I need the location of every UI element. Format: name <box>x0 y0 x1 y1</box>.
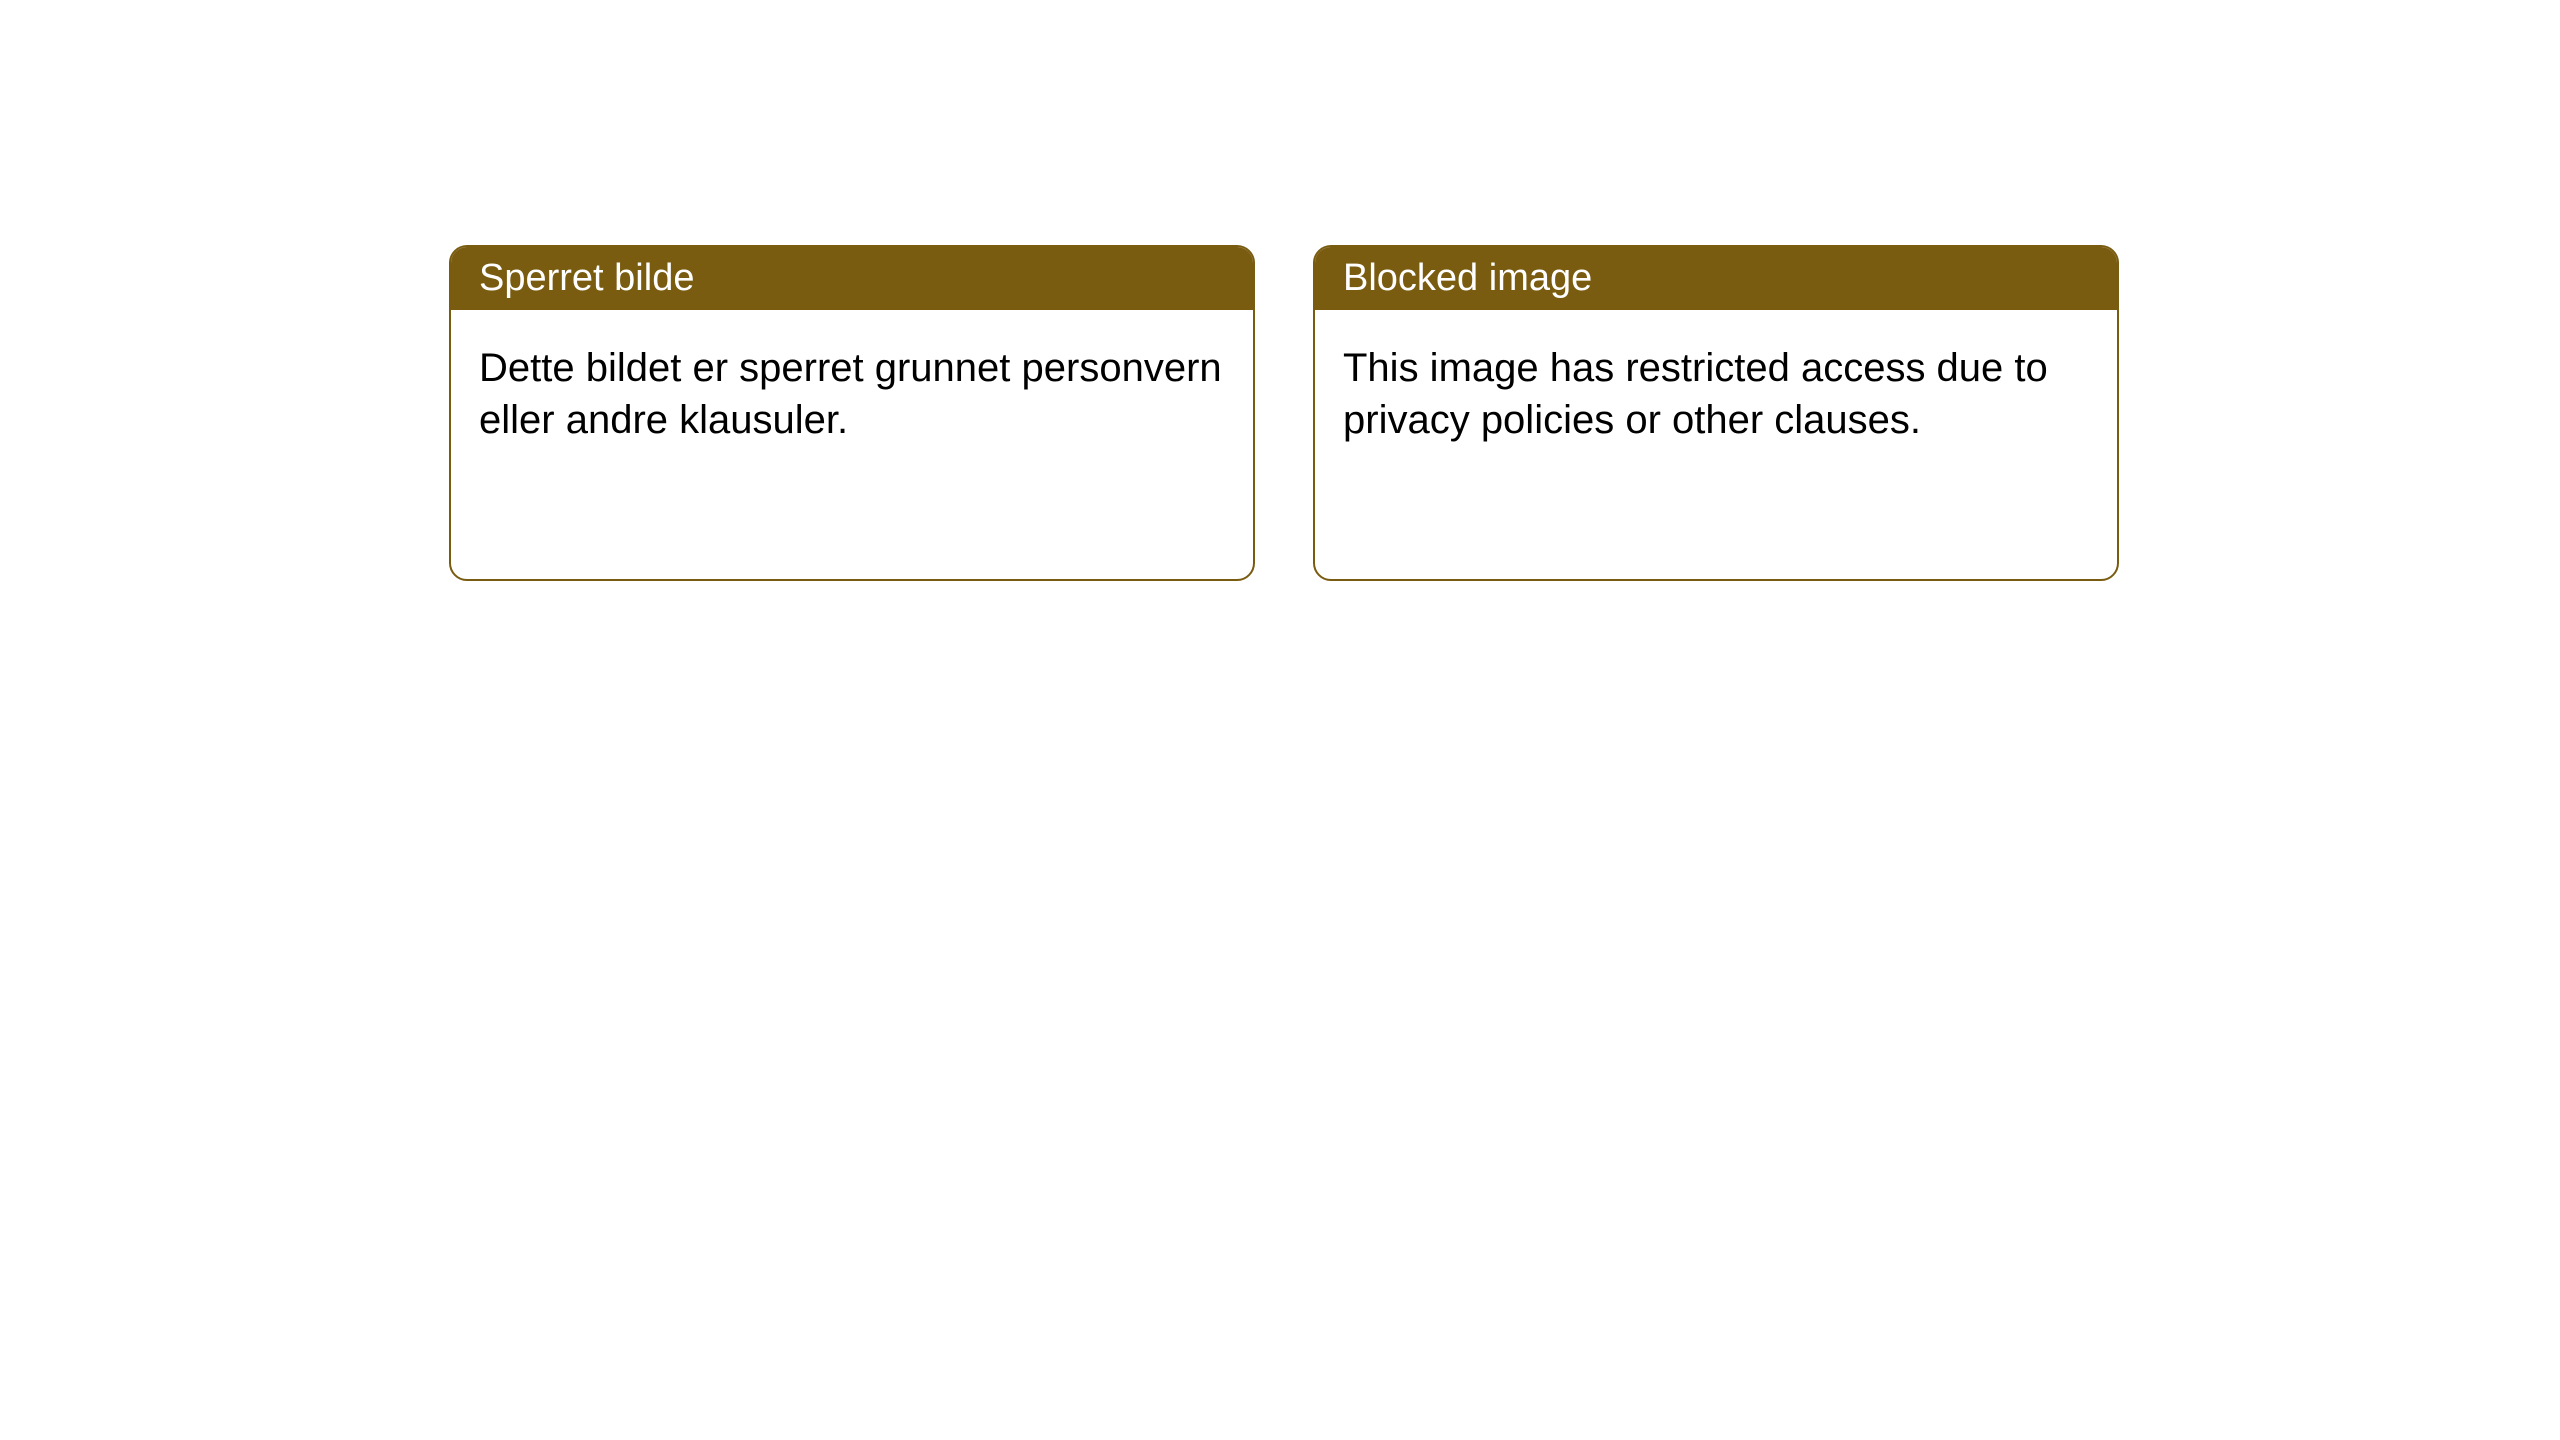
card-body: This image has restricted access due to … <box>1315 310 2117 478</box>
card-body-text: Dette bildet er sperret grunnet personve… <box>479 346 1222 442</box>
card-body-text: This image has restricted access due to … <box>1343 346 2048 442</box>
notice-card-norwegian: Sperret bilde Dette bildet er sperret gr… <box>449 245 1255 581</box>
card-header: Blocked image <box>1315 247 2117 310</box>
card-header: Sperret bilde <box>451 247 1253 310</box>
card-title: Blocked image <box>1343 257 1592 299</box>
card-body: Dette bildet er sperret grunnet personve… <box>451 310 1253 478</box>
notice-card-english: Blocked image This image has restricted … <box>1313 245 2119 581</box>
card-title: Sperret bilde <box>479 257 694 299</box>
notice-card-container: Sperret bilde Dette bildet er sperret gr… <box>0 0 2560 581</box>
